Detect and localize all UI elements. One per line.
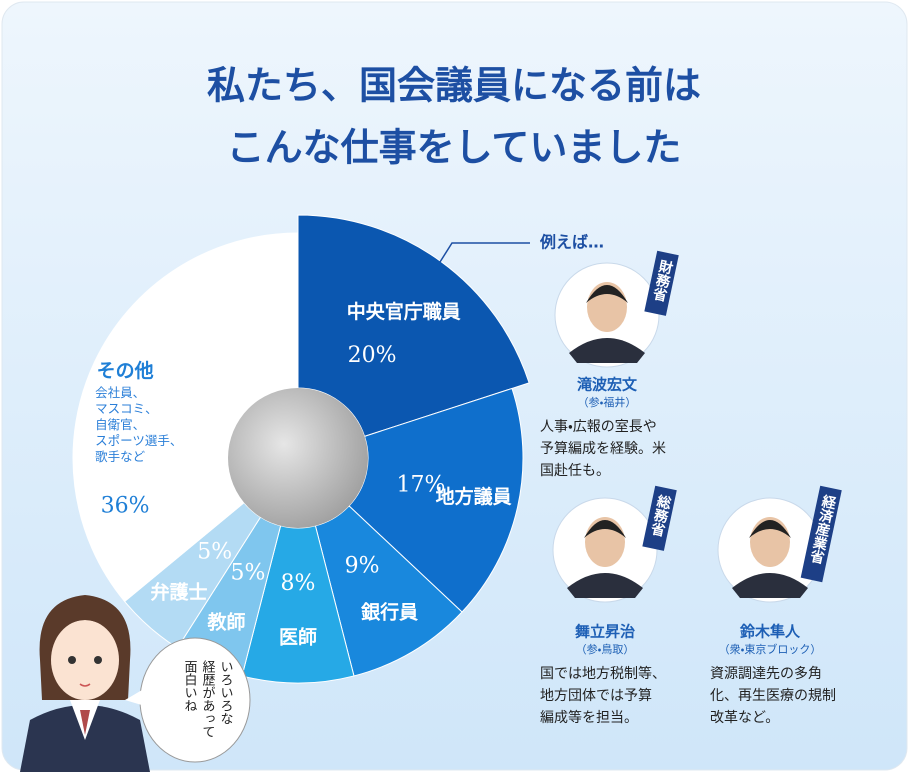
slice-label: 教師 xyxy=(207,611,246,634)
slice-label: 中央官庁職員 xyxy=(347,300,461,323)
ministry-tag xyxy=(644,250,679,316)
photo-suit xyxy=(732,573,808,598)
slice-label: 弁護士 xyxy=(150,581,207,604)
slice-value: 20% xyxy=(348,343,397,368)
photo-suit xyxy=(567,573,643,598)
slice-value: 17% xyxy=(397,472,446,497)
person-description: 国では地方税制等、 xyxy=(540,665,666,682)
photo-hair xyxy=(584,520,626,538)
slice-note: 自衛官、 xyxy=(95,417,145,432)
person-name: 舞立昇治 xyxy=(575,623,635,641)
person-description: 資源調達先の多角 xyxy=(710,666,822,682)
speech-bubble xyxy=(125,637,251,763)
person-description: 人事・広報の室長や xyxy=(540,419,657,435)
slice-value: 5% xyxy=(197,540,232,565)
slice-value: 36% xyxy=(101,493,150,518)
person-name: 滝波宏文 xyxy=(577,376,638,394)
person-description: 地方団体では予算 xyxy=(540,688,652,704)
slice-note: マスコミ、 xyxy=(95,401,158,416)
slice-value: 5% xyxy=(231,561,266,586)
slice-note: 会社員、 xyxy=(95,385,145,400)
person-district: （参・鳥取） xyxy=(576,642,635,656)
slice-note: スポーツ選手、 xyxy=(95,433,182,448)
person-district: （参・福井） xyxy=(578,395,637,409)
slice-label: 医師 xyxy=(279,626,317,649)
slice-value: 9% xyxy=(345,553,380,578)
title-line: こんな仕事をしていました xyxy=(227,126,682,170)
speech-line: 面白いね xyxy=(182,660,198,712)
person-description: 予算編成を経験。米 xyxy=(540,441,666,457)
person-name: 鈴木隼人 xyxy=(739,623,801,641)
title-line: 私たち、国会議員になる前は xyxy=(207,64,701,108)
leader-line xyxy=(439,242,530,263)
slice-label: その他 xyxy=(97,359,154,382)
ministry-tag xyxy=(642,485,677,551)
person-description: 化、再生医療の規制 xyxy=(710,687,836,704)
donut-hole xyxy=(228,388,368,528)
slice-label: 地方議員 xyxy=(436,485,512,508)
person-district: （衆・東京ブロック） xyxy=(719,642,822,656)
speech-line: いろいろな xyxy=(218,660,233,725)
slice-value: 8% xyxy=(281,571,316,596)
slice-note: 歌手など xyxy=(95,449,146,464)
person-description: 国赴任も。 xyxy=(540,463,610,479)
examples-heading: 例えば… xyxy=(539,233,604,252)
photo-hair xyxy=(586,285,628,303)
person-description: 改革など。 xyxy=(710,710,779,726)
slice-label: 銀行員 xyxy=(360,600,418,623)
ministry-tag xyxy=(800,485,842,583)
speech-line: 経歴があって xyxy=(200,660,216,738)
photo-hair xyxy=(749,520,791,538)
photo-suit xyxy=(569,338,645,363)
examples: 財務省滝波宏文（参・福井）人事・広報の室長や予算編成を経験。米国赴任も。総務省舞… xyxy=(540,250,842,726)
girl-illustration xyxy=(20,595,150,772)
person-description: 編成等を担当。 xyxy=(540,709,638,726)
